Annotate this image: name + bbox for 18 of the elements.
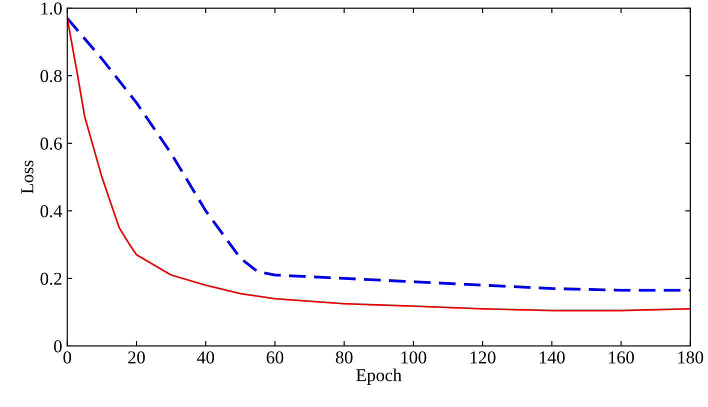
x-tick-label: 0: [63, 351, 72, 364]
y-tick-label: 0.6: [40, 138, 62, 150]
y-tick-label: 0.4: [40, 205, 62, 218]
x-tick-label: 180: [678, 351, 704, 364]
y-axis-title: Loss: [21, 160, 34, 194]
x-tick-label: 120: [470, 351, 496, 364]
x-tick-label: 20: [128, 351, 145, 364]
x-tick-label: 140: [540, 351, 565, 364]
y-tick-label: 0.2: [40, 272, 62, 285]
y-tick-label: 1.0: [41, 2, 62, 15]
x-tick-label: 160: [609, 351, 634, 364]
x-tick-label: 100: [401, 351, 426, 364]
y-tick-label: 0.8: [40, 70, 62, 82]
x-tick-label: 40: [197, 351, 214, 364]
x-axis-title: Epoch: [356, 368, 402, 385]
x-tick-label: 60: [266, 351, 284, 364]
x-tick-label: 80: [336, 351, 353, 364]
y-tick-label: 0: [54, 340, 62, 352]
